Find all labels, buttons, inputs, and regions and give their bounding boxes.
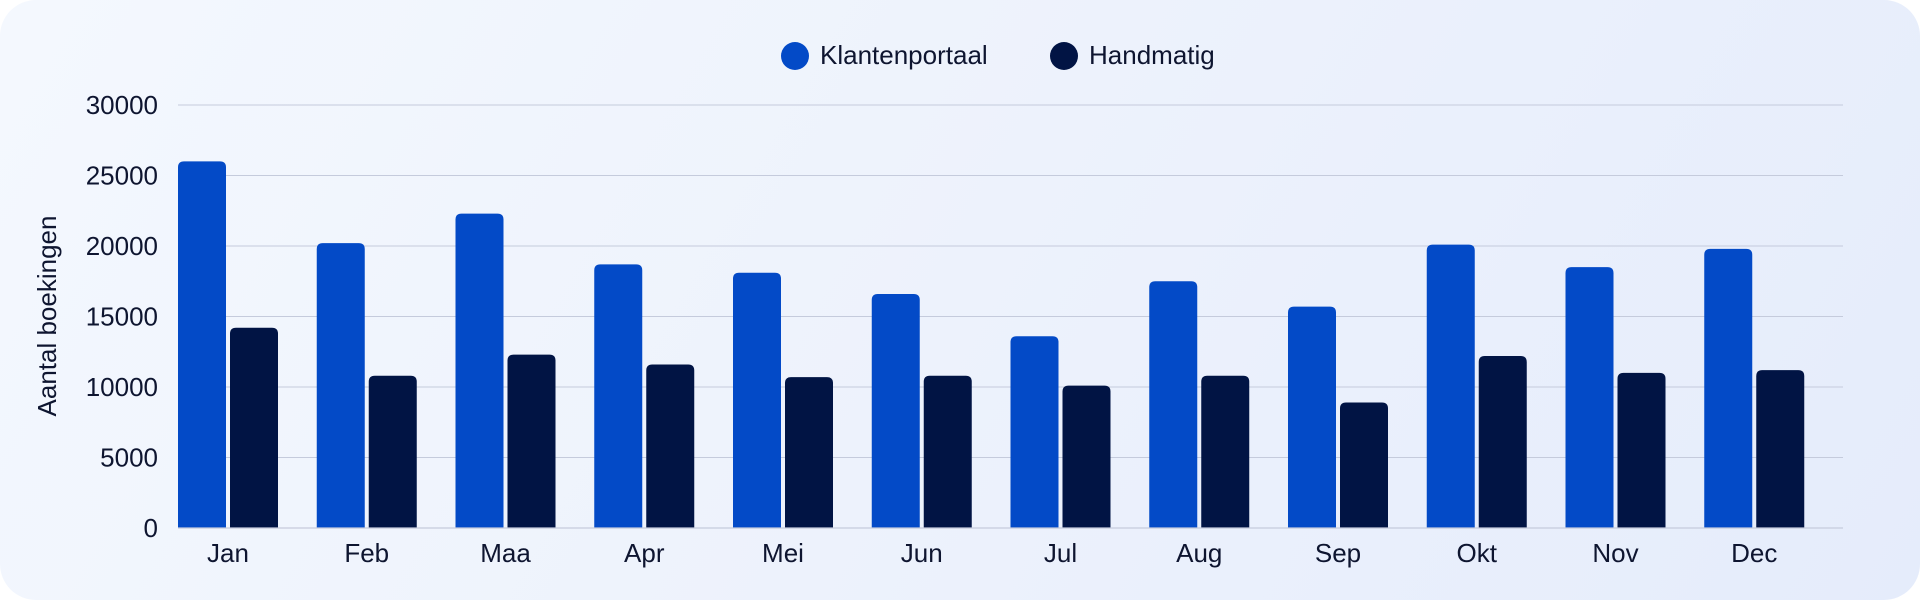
x-tick-label-okt: Okt (1457, 538, 1498, 568)
x-tick-label-jan: Jan (207, 538, 249, 568)
bar-handmatig-dec (1756, 370, 1805, 528)
bar-klantenportaal-jul (1010, 336, 1059, 528)
x-tick-label-aug: Aug (1176, 538, 1222, 568)
bar-group-mei: Mei (733, 272, 833, 568)
bar-group-feb: Feb (316, 243, 417, 568)
bar-group-jan: Jan (178, 161, 278, 568)
y-tick-label-5000: 5000 (100, 443, 158, 473)
legend-swatch-handmatig (1050, 42, 1078, 70)
bar-klantenportaal-jun (871, 293, 920, 528)
bar-handmatig-sep (1340, 402, 1388, 528)
x-tick-label-dec: Dec (1731, 538, 1777, 568)
y-tick-label-30000: 30000 (86, 90, 158, 120)
bar-group-jun: Jun (871, 293, 972, 568)
x-tick-label-jul: Jul (1044, 538, 1077, 568)
x-tick-label-apr: Apr (624, 538, 665, 568)
legend-swatch-klantenportaal (781, 42, 809, 70)
legend-label-handmatig: Handmatig (1089, 40, 1215, 70)
y-tick-label-0: 0 (144, 513, 158, 543)
bar-group-sep: Sep (1288, 306, 1388, 568)
bar-group-okt: Okt (1426, 244, 1527, 568)
x-tick-label-feb: Feb (344, 538, 389, 568)
bar-group-dec: Dec (1704, 248, 1805, 568)
y-tick-label-25000: 25000 (86, 161, 158, 191)
legend: Klantenportaal Handmatig (781, 40, 1215, 70)
bar-klantenportaal-okt (1426, 244, 1475, 528)
legend-item-handmatig[interactable]: Handmatig (1050, 40, 1215, 70)
bar-klantenportaal-dec (1704, 248, 1753, 528)
bars: Jan Feb Maa Apr Mei Jun Jul Aug Sep Okt Nov Dec (178, 161, 1805, 568)
bar-klantenportaal-jan (178, 161, 226, 528)
x-tick-label-sep: Sep (1315, 538, 1361, 568)
bar-group-jul: Jul (1010, 336, 1111, 568)
bar-handmatig-jan (230, 327, 278, 528)
x-tick-label-jun: Jun (901, 538, 943, 568)
legend-label-klantenportaal: Klantenportaal (820, 40, 988, 70)
bar-handmatig-feb (368, 375, 417, 528)
bar-klantenportaal-aug (1149, 281, 1198, 528)
bar-group-aug: Aug (1149, 281, 1250, 568)
bar-klantenportaal-maa (455, 213, 504, 528)
y-tick-label-20000: 20000 (86, 231, 158, 261)
legend-item-klantenportaal[interactable]: Klantenportaal (781, 40, 988, 70)
bar-group-maa: Maa (455, 213, 556, 568)
bar-klantenportaal-feb (316, 243, 365, 528)
bar-handmatig-maa (507, 354, 556, 528)
bar-handmatig-apr (646, 364, 695, 528)
bar-handmatig-okt (1478, 355, 1527, 528)
bar-group-apr: Apr (594, 264, 695, 568)
bar-klantenportaal-nov (1565, 267, 1614, 528)
x-tick-label-mei: Mei (762, 538, 804, 568)
bar-klantenportaal-sep (1288, 306, 1336, 528)
y-tick-label-15000: 15000 (86, 302, 158, 332)
bar-group-nov: Nov (1565, 267, 1666, 568)
bar-handmatig-jul (1062, 385, 1111, 528)
bar-klantenportaal-apr (594, 264, 643, 528)
x-tick-label-maa: Maa (480, 538, 531, 568)
y-axis-title: Aantal boekingen (32, 216, 62, 417)
bar-handmatig-nov (1617, 372, 1666, 528)
bar-handmatig-mei (785, 377, 833, 528)
bar-handmatig-aug (1201, 375, 1250, 528)
bar-handmatig-jun (923, 375, 972, 528)
x-tick-label-nov: Nov (1592, 538, 1638, 568)
y-tick-label-10000: 10000 (86, 372, 158, 402)
bar-klantenportaal-mei (733, 272, 781, 528)
